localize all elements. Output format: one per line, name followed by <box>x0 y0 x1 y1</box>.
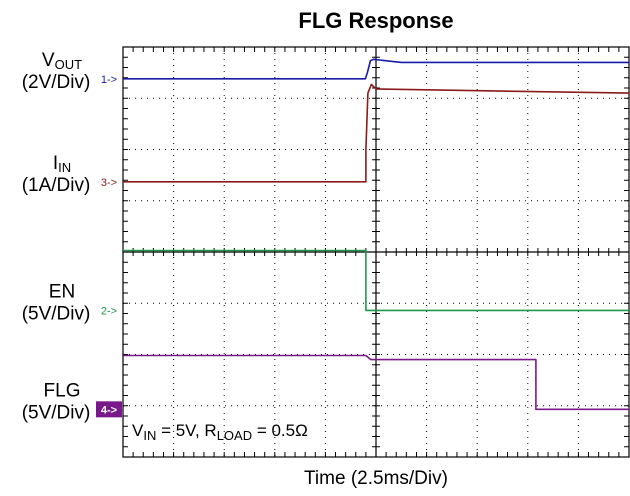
channel-labels: VOUT(2V/Div)IIN(1A/Div)EN(5V/Div)FLG(5V/… <box>22 50 91 424</box>
channel-3-name: IIN <box>53 153 71 175</box>
channel-markers: 1-> 3-> 2-> 4-> <box>96 74 122 418</box>
channel-4-name: FLG <box>44 380 81 401</box>
scope-traces <box>123 58 630 411</box>
x-axis-label: Time (2.5ms/Div) <box>304 468 448 489</box>
test-conditions-annotation: VIN = 5V, RLOAD = 0.5Ω <box>132 421 308 443</box>
trace-channel-1 <box>123 58 629 80</box>
channel-1-marker: 1-> <box>101 74 117 86</box>
trace-channel-2 <box>123 249 629 312</box>
scope-grid <box>122 46 630 458</box>
channel-4-marker-bg <box>96 401 122 418</box>
channel-3-marker: 3-> <box>101 177 117 189</box>
channel-2-name: EN <box>49 281 75 302</box>
channel-3-scale: (1A/Div) <box>22 175 91 196</box>
channel-1-name: VOUT <box>42 50 82 72</box>
channel-4-marker: 4-> <box>101 404 117 416</box>
chart-title: FLG Response <box>298 8 453 33</box>
channel-2-marker: 2-> <box>101 305 117 317</box>
channel-2-scale: (5V/Div) <box>22 303 91 324</box>
trace-channel-3 <box>123 83 630 183</box>
channel-4-scale: (5V/Div) <box>22 402 91 423</box>
trace-channel-4 <box>123 354 629 411</box>
channel-1-scale: (2V/Div) <box>22 72 91 93</box>
